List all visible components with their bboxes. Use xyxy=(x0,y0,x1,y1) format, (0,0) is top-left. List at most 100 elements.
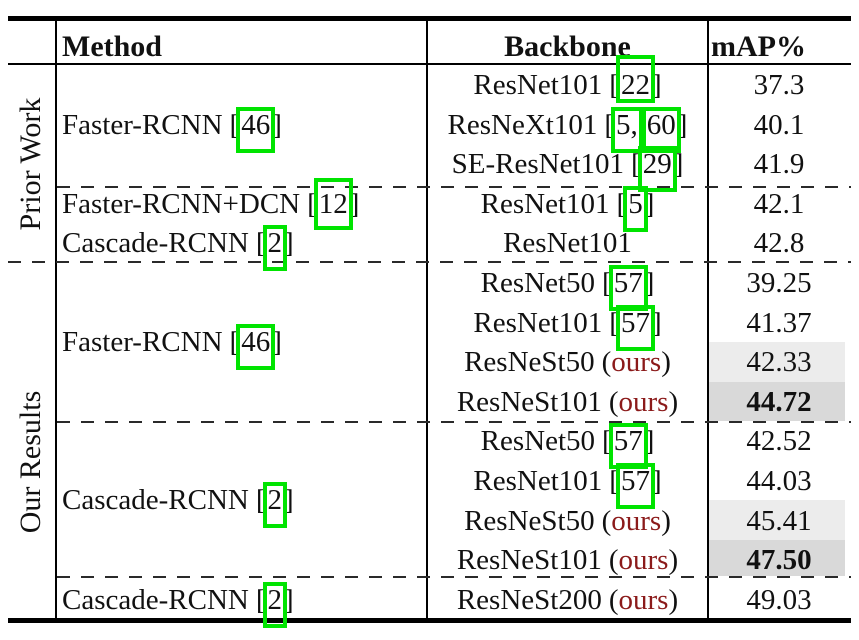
map-cell: 40.1 xyxy=(753,109,805,141)
highlight-band-dark xyxy=(709,540,845,576)
highlight-band-light xyxy=(709,500,845,540)
backbone-name: ResNeSt101 xyxy=(456,544,602,576)
backbone-name: ResNet50 xyxy=(480,267,596,299)
citation-link[interactable]: 5 xyxy=(623,186,648,232)
backbone-name: ResNeXt101 xyxy=(447,109,598,141)
paren-close: ) xyxy=(668,584,679,616)
table-vline-group xyxy=(55,21,57,618)
backbone-cell: ResNet50 [57] xyxy=(428,423,707,469)
method-cell: Cascade-RCNN [2] xyxy=(62,482,294,528)
backbone-name: ResNeSt101 xyxy=(456,386,602,418)
bracket-close: ] xyxy=(284,584,294,616)
citation-link[interactable]: 57 xyxy=(615,305,655,351)
paren-open: ( xyxy=(608,584,619,616)
citation-link[interactable]: 2 xyxy=(262,225,287,271)
backbone-name: SE-ResNet101 xyxy=(451,148,625,180)
backbone-cell: ResNet101 [57] xyxy=(428,463,707,509)
bracket-open: [ xyxy=(255,227,266,259)
bracket-close: ] xyxy=(284,227,294,259)
method-label: Faster-RCNN xyxy=(62,326,223,358)
citation-link[interactable]: 2 xyxy=(262,582,287,628)
method-label: Cascade-RCNN xyxy=(62,584,249,616)
method-cell: Cascade-RCNN [2] xyxy=(62,225,294,271)
header-backbone: Backbone xyxy=(504,30,631,63)
backbone-name: ResNet101 xyxy=(473,69,603,101)
citation-link[interactable]: 60 xyxy=(641,107,681,153)
backbone-name: ResNet101 xyxy=(473,465,603,497)
bracket-close: ] xyxy=(272,109,282,141)
backbone-cell: ResNeSt101 (ours) xyxy=(428,544,707,576)
backbone-name: ResNeSt50 xyxy=(464,505,595,537)
backbone-name: ResNet101 xyxy=(503,227,632,259)
bracket-open: [ xyxy=(631,148,641,180)
ours-label: ours xyxy=(611,505,662,537)
backbone-name: ResNet101 xyxy=(480,188,610,220)
backbone-cell: ResNeSt200 (ours) xyxy=(428,584,707,616)
map-cell: 37.3 xyxy=(753,69,805,101)
header-map: mAP% xyxy=(711,30,806,63)
paren-close: ) xyxy=(661,346,671,378)
table-vline-method-backbone xyxy=(426,21,428,618)
table-vline-backbone-map xyxy=(707,21,709,618)
backbone-cell: ResNet101 xyxy=(428,227,707,259)
paren-close: ) xyxy=(668,386,679,418)
group-label-our-results: Our Results xyxy=(14,390,47,534)
backbone-cell: ResNeXt101 [5, 60] xyxy=(428,107,707,153)
backbone-name: ResNeSt50 xyxy=(464,346,595,378)
bracket-open: [ xyxy=(609,465,619,497)
bracket-open: [ xyxy=(604,109,615,141)
backbone-name: ResNet50 xyxy=(480,425,596,457)
bracket-close: ] xyxy=(272,326,282,358)
bracket-close: ] xyxy=(651,69,662,101)
citation-link[interactable]: 57 xyxy=(615,463,655,509)
dashed-separator xyxy=(57,421,851,423)
backbone-cell: ResNeSt101 (ours) xyxy=(428,386,707,418)
citation-link[interactable]: 22 xyxy=(615,55,655,103)
bracket-open: [ xyxy=(616,188,627,220)
backbone-name: ResNeSt200 xyxy=(456,584,602,616)
map-cell-highlighted: 45.41 xyxy=(746,505,812,537)
citation-link[interactable]: 5, xyxy=(611,107,643,153)
paren-open: ( xyxy=(608,386,619,418)
method-label: Cascade-RCNN xyxy=(62,484,249,516)
map-cell: 42.8 xyxy=(753,227,805,259)
backbone-cell: ResNet50 [57] xyxy=(428,265,707,311)
citation-link[interactable]: 46 xyxy=(236,324,276,370)
bracket-open: [ xyxy=(307,188,317,220)
citation-link[interactable]: 12 xyxy=(313,178,353,230)
bracket-close: ] xyxy=(644,188,655,220)
method-cell: Faster-RCNN [46] xyxy=(62,107,282,153)
group-label-prior-work: Prior Work xyxy=(14,97,47,231)
paren-open: ( xyxy=(608,544,619,576)
bracket-open: [ xyxy=(609,69,619,101)
bracket-close: ] xyxy=(651,307,662,339)
citation-link[interactable]: 29 xyxy=(637,146,677,192)
bracket-close: ] xyxy=(284,484,294,516)
bracket-close: ] xyxy=(644,267,655,299)
paren-close: ) xyxy=(661,505,671,537)
table-rule-header xyxy=(8,63,851,65)
backbone-cell: SE-ResNet101 [29] xyxy=(428,146,707,192)
dashed-separator xyxy=(57,186,851,188)
bracket-close: ] xyxy=(651,465,662,497)
citation-link[interactable]: 57 xyxy=(608,265,648,311)
dashed-separator-full xyxy=(8,261,851,263)
citation-link[interactable]: 57 xyxy=(608,423,648,469)
highlight-band-dark xyxy=(709,382,845,421)
map-cell: 42.52 xyxy=(746,425,812,457)
citation-link[interactable]: 2 xyxy=(262,482,287,528)
method-cell: Cascade-RCNN [2] xyxy=(62,582,294,628)
bracket-close: ] xyxy=(644,425,655,457)
ours-label: ours xyxy=(618,544,669,576)
bracket-open: [ xyxy=(609,307,619,339)
dashed-separator xyxy=(57,576,851,578)
ours-label: ours xyxy=(611,346,662,378)
bracket-close: ] xyxy=(673,148,684,180)
backbone-name: ResNet101 xyxy=(473,307,603,339)
bracket-close: ] xyxy=(677,109,688,141)
method-cell: Faster-RCNN [46] xyxy=(62,324,282,370)
bracket-close: ] xyxy=(349,188,360,220)
citation-link[interactable]: 46 xyxy=(236,107,276,153)
backbone-cell: ResNet101 [57] xyxy=(428,305,707,351)
